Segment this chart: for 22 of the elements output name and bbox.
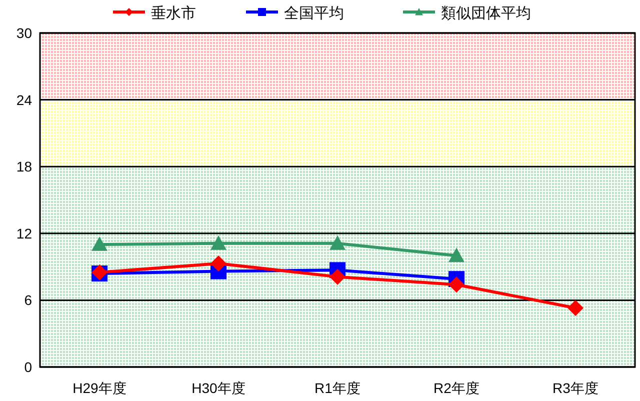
point — [210, 235, 226, 250]
point — [92, 236, 108, 251]
y-tick-label: 24 — [16, 92, 32, 108]
x-tick-label: R3年度 — [552, 380, 598, 396]
point — [568, 300, 584, 316]
point — [330, 268, 346, 285]
legend-label: 類似団体平均 — [441, 5, 531, 22]
x-tick-label: H29年度 — [72, 380, 126, 396]
x-tick-label: R1年度 — [314, 380, 360, 396]
point — [448, 248, 464, 262]
y-tick-label: 30 — [16, 25, 32, 41]
x-tick-label: R2年度 — [434, 380, 480, 396]
point — [210, 255, 226, 272]
y-tick-label: 0 — [24, 359, 32, 375]
y-tick-label: 6 — [24, 292, 32, 308]
y-tick-label: 18 — [16, 158, 32, 175]
legend-label: 全国平均 — [284, 5, 344, 22]
legend-label: 垂水市 — [151, 5, 196, 22]
x-tick-label: H30年度 — [192, 380, 246, 396]
point — [448, 276, 464, 293]
y-tick-label: 12 — [16, 225, 32, 242]
point — [330, 235, 346, 250]
